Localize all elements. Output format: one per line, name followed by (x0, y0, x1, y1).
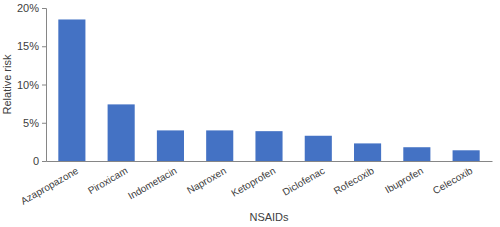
y-tick: 0 (33, 155, 46, 167)
x-tick: Indometacin (126, 161, 179, 202)
x-tick: Piroxicam (86, 161, 130, 196)
x-tick-label: Ketoprofen (229, 165, 277, 199)
bar (157, 130, 184, 161)
x-tick: Naproxen (185, 161, 228, 196)
x-axis-title: NSAIDs (249, 211, 289, 223)
bar (206, 130, 233, 161)
x-tick-label: Indometacin (126, 165, 179, 202)
x-tick-label: Ibuprofen (383, 165, 425, 196)
x-tick: Ketoprofen (229, 161, 277, 199)
y-tick-label: 15% (17, 40, 39, 52)
x-tick: Ibuprofen (383, 161, 425, 195)
y-tick-label: 20% (17, 2, 39, 14)
x-tick-label: Azapropazone (19, 165, 81, 207)
y-axis: 0 5% 10% 15% 20% (17, 2, 47, 167)
bars (58, 19, 479, 161)
bar (403, 147, 430, 161)
y-tick: 15% (17, 40, 46, 52)
x-axis-line (47, 161, 493, 162)
x-tick-label: Diclofenac (281, 165, 327, 198)
y-tick: 10% (17, 79, 46, 91)
y-tick-mark (42, 161, 46, 162)
x-tick-label: Rofecoxib (332, 165, 376, 197)
chart: 0 5% 10% 15% 20% AzapropazonePiroxicamIndomet… (0, 0, 500, 227)
bar (108, 104, 135, 161)
y-axis-title: Relative risk (1, 54, 13, 114)
bar (255, 131, 282, 161)
y-tick: 5% (23, 117, 46, 129)
y-tick-mark (42, 46, 46, 47)
y-tick-label: 10% (17, 79, 39, 91)
y-tick-mark (42, 123, 46, 124)
bar (354, 143, 381, 161)
x-axis: AzapropazonePiroxicamIndometacinNaproxen… (19, 161, 493, 207)
bar (58, 19, 85, 161)
y-tick-mark (42, 85, 46, 86)
y-axis-line (42, 9, 47, 162)
y-tick-label: 5% (23, 117, 39, 129)
bar (453, 150, 480, 161)
bar (305, 136, 332, 161)
y-tick: 20% (17, 2, 46, 14)
x-tick: Rofecoxib (332, 161, 376, 197)
y-tick-label: 0 (33, 155, 39, 167)
x-tick: Azapropazone (19, 161, 81, 207)
x-tick: Celecoxib (431, 161, 475, 196)
x-tick-label: Naproxen (185, 165, 228, 196)
x-tick-label: Piroxicam (86, 165, 130, 196)
x-tick: Diclofenac (281, 161, 327, 198)
y-tick-mark (42, 8, 46, 9)
plot-area: 0 5% 10% 15% 20% AzapropazonePiroxicamIndomet… (17, 2, 493, 207)
x-tick-label: Celecoxib (431, 165, 475, 197)
